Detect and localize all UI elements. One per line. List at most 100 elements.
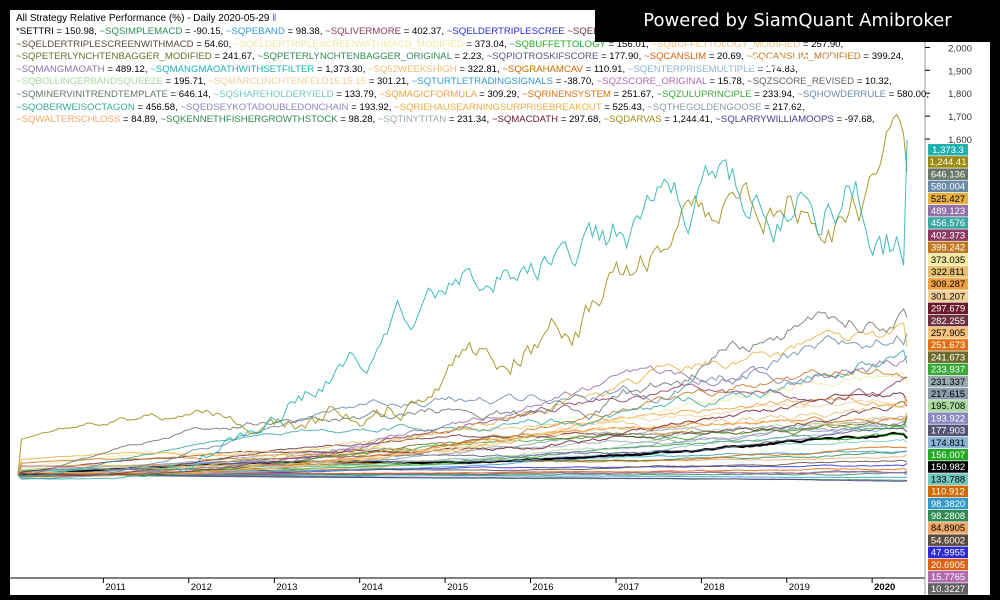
- legend-label: ~SQZSCORE_ORIGINAL: [596, 76, 707, 88]
- value-label-text: 646.136: [931, 169, 965, 180]
- value-label-sqcanslim-modified: 399.242: [928, 241, 968, 254]
- value-label-text: 489.123: [931, 206, 965, 217]
- value-label-text: 231.337: [931, 377, 965, 388]
- legend-item-sqbollingerbandsqueeze: ~SQBOLLINGERBANDSQUEEZE = 195.71,: [16, 76, 209, 88]
- value-label-box: [928, 327, 968, 339]
- brand-banner: Powered by SiamQuant Amibroker AlphaSuit…: [595, 0, 1000, 73]
- value-label-sqzuluprinciple: 233.937: [928, 363, 968, 376]
- y-tick-label: 1,600: [948, 135, 972, 146]
- value-label-text: 20.6905: [931, 560, 965, 571]
- legend-value: 98.38: [295, 26, 320, 37]
- legend-value: 399.24: [871, 51, 902, 63]
- legend-label: ~SQBOLLINGERBANDSQUEEZE: [16, 76, 163, 88]
- legend-label: ~SQKENNETHFISHERGROWTHSTOCK: [160, 114, 338, 126]
- series-line-sq52weekshigh: [17, 396, 908, 478]
- x-tick-label: 2011: [105, 582, 125, 593]
- legend-value: 156.01: [616, 38, 647, 50]
- legend-value: 233.94: [762, 88, 792, 100]
- legend-item-sqgrahamcav: ~SQGRAHAMCAV = 110.91,: [502, 63, 628, 75]
- legend-value: 217.62: [772, 101, 802, 113]
- series-line-sqmagicformula: [17, 396, 908, 476]
- legend-item-sqrinensystem: ~SQRINENSYSTEM = 251.67,: [522, 88, 657, 100]
- legend-label: ~SQDARVAS: [603, 114, 662, 126]
- value-label-box: [928, 229, 968, 241]
- legend-label: ~SQMARCLINCHTENFELD15.15.15: [208, 76, 367, 88]
- legend-value: 297.68: [568, 114, 599, 126]
- legend-value: 195.71: [173, 76, 204, 88]
- legend-item-sqhowderrule: ~SQHOWDERRULE = 580.00,: [797, 88, 929, 100]
- value-label-sqpeterlynchtenbagger-modified: 241.673: [928, 351, 968, 363]
- legend-value: 133.79: [344, 88, 374, 100]
- legend-label: ~SQLARRYWILLIAMOOPS: [715, 114, 834, 126]
- value-label-sq52weekshigh: 322.811: [928, 266, 968, 278]
- value-label-text: 251.673: [931, 340, 965, 351]
- legend-value: 489.12: [115, 63, 145, 75]
- legend-item-sqthegoldengoose: ~SQTHEGOLDENGOOSE = 217.62,: [647, 101, 805, 113]
- series-line-sqhowderrule: [17, 333, 908, 480]
- value-label-sqedseykotadoubledonchain: 193.922: [928, 412, 968, 424]
- value-label-sqshareholderyield: 133.788: [928, 473, 968, 485]
- legend-item-sqbuffettology-modified: ~SQBUFFETTOLOGY_MODIFIED = 257.90,: [651, 39, 843, 50]
- series-line-sqriehausearningsurprisebreakout: [17, 322, 908, 476]
- legend-item-sqmangmaoathwithsetfilter: ~SQMANGMAOATHWITHSETFILTER = 1,373.30,: [150, 63, 368, 75]
- legend-item-sqtinytitan: ~SQTINYTITAN = 231.34,: [377, 114, 492, 126]
- value-label-text: 177.903: [931, 426, 965, 437]
- value-label-box: [928, 400, 968, 412]
- legend-item-sqmacdath: ~SQMACDATH = 297.68,: [491, 114, 604, 126]
- legend-item-settri: *SETTRI = 150.98,: [16, 26, 100, 37]
- value-label-box: [928, 339, 968, 351]
- value-label-text: 10.3227: [931, 584, 965, 595]
- value-label-sqriehausearningsurprisebreakout: 525.427: [928, 192, 968, 205]
- legend-item-sqzscore-original: ~SQZSCORE_ORIGINAL = 15.78,: [596, 76, 748, 88]
- legend-value: 241.67: [222, 51, 253, 63]
- value-label-box: [928, 168, 968, 180]
- legend-value: 1,373.30: [325, 63, 363, 75]
- legend-label: ~SQTHEGOLDENGOOSE: [647, 101, 762, 113]
- legend-label: ~SQOBERWEISOCTAGON: [16, 101, 135, 113]
- legend-value: -90.15: [193, 26, 221, 37]
- value-label-sqzscore-revised: 10.3227: [928, 583, 968, 595]
- legend-label: ~SQMACDATH: [491, 114, 559, 126]
- value-label-box: [928, 156, 968, 168]
- value-label-text: 98.2808: [931, 511, 965, 522]
- series-line-sqmangmaoathwithsetfilter: [17, 139, 908, 480]
- legend-item-sqeldertriplescreenwithmacd-modified: ~SQELDERTRIPLESCREENWITHMACD_MODIFIED = …: [233, 38, 510, 50]
- legend-item-sqpeterlynchtenbagger-modified: ~SQPETERLYNCHTENBAGGER_MODIFIED = 241.67…: [16, 51, 258, 63]
- value-label-text: 98.3820: [931, 499, 965, 510]
- value-label-text: 456.576: [931, 218, 965, 229]
- legend-item-sqeldertriplescreenwithmacd: ~SQELDERTRIPLESCREENWITHMACD = 54.60,: [16, 38, 234, 50]
- x-tick-label: 2018: [703, 582, 724, 593]
- value-label-text: 309.287: [931, 279, 965, 290]
- value-label-text: 525.427: [931, 194, 965, 205]
- y-tick-label: 1,900: [948, 66, 972, 77]
- series-line-sqbuffettology-modified: [17, 411, 908, 476]
- legend-value: 1,244.41: [672, 114, 710, 126]
- legend-label: ~SQCANSLIM_MODIFIED: [746, 51, 860, 62]
- value-label-text: 402.373: [931, 230, 965, 241]
- value-label-box: [928, 534, 968, 546]
- legend-label: ~SQENTERPRISEMULTIPLE: [627, 63, 755, 75]
- value-label-box: [928, 388, 968, 400]
- series-line-sqminervinitrendtemplate: [17, 307, 908, 476]
- value-label-sqpiotroskifscore: 177.903: [928, 424, 968, 437]
- legend-item-sqmangmaoath: ~SQMANGMAOATH = 489.12,: [16, 63, 151, 75]
- legend-label: ~SQTINYTITAN: [377, 114, 447, 126]
- value-label-text: 193.922: [931, 413, 965, 424]
- value-label-box: [928, 461, 968, 473]
- value-label-sqbollingerbandsqueeze: 195.708: [928, 400, 968, 412]
- value-label-text: 373.035: [931, 255, 965, 266]
- legend-label: ~SQELDERTRIPLESCREENWITHMACD_MODIFIED: [233, 38, 464, 50]
- y-tick-label: 1,700: [948, 112, 972, 123]
- x-tick-label: 2020: [874, 582, 895, 593]
- value-label-settri: 150.982: [928, 461, 968, 473]
- legend-label: ~SQRIEHAUSEARNINGSURPRISEBREAKOUT: [394, 101, 602, 113]
- legend-value: 20.69: [717, 51, 742, 63]
- value-label-text: 297.679: [931, 304, 965, 315]
- legend-item-sqkennethfishergrowthstock: ~SQKENNETHFISHERGROWTHSTOCK = 98.28,: [160, 114, 378, 126]
- legend-value: 257.90: [811, 39, 840, 50]
- legend-label: ~SQMANGMAOATHWITHSETFILTER: [150, 63, 315, 75]
- value-label-sqminervinitrendtemplate: 646.136: [928, 168, 968, 180]
- legend-value: 193.92: [359, 101, 389, 113]
- value-label-sqenterprisemultiple: 174.831: [928, 436, 968, 449]
- legend-value: 646.14: [178, 88, 209, 100]
